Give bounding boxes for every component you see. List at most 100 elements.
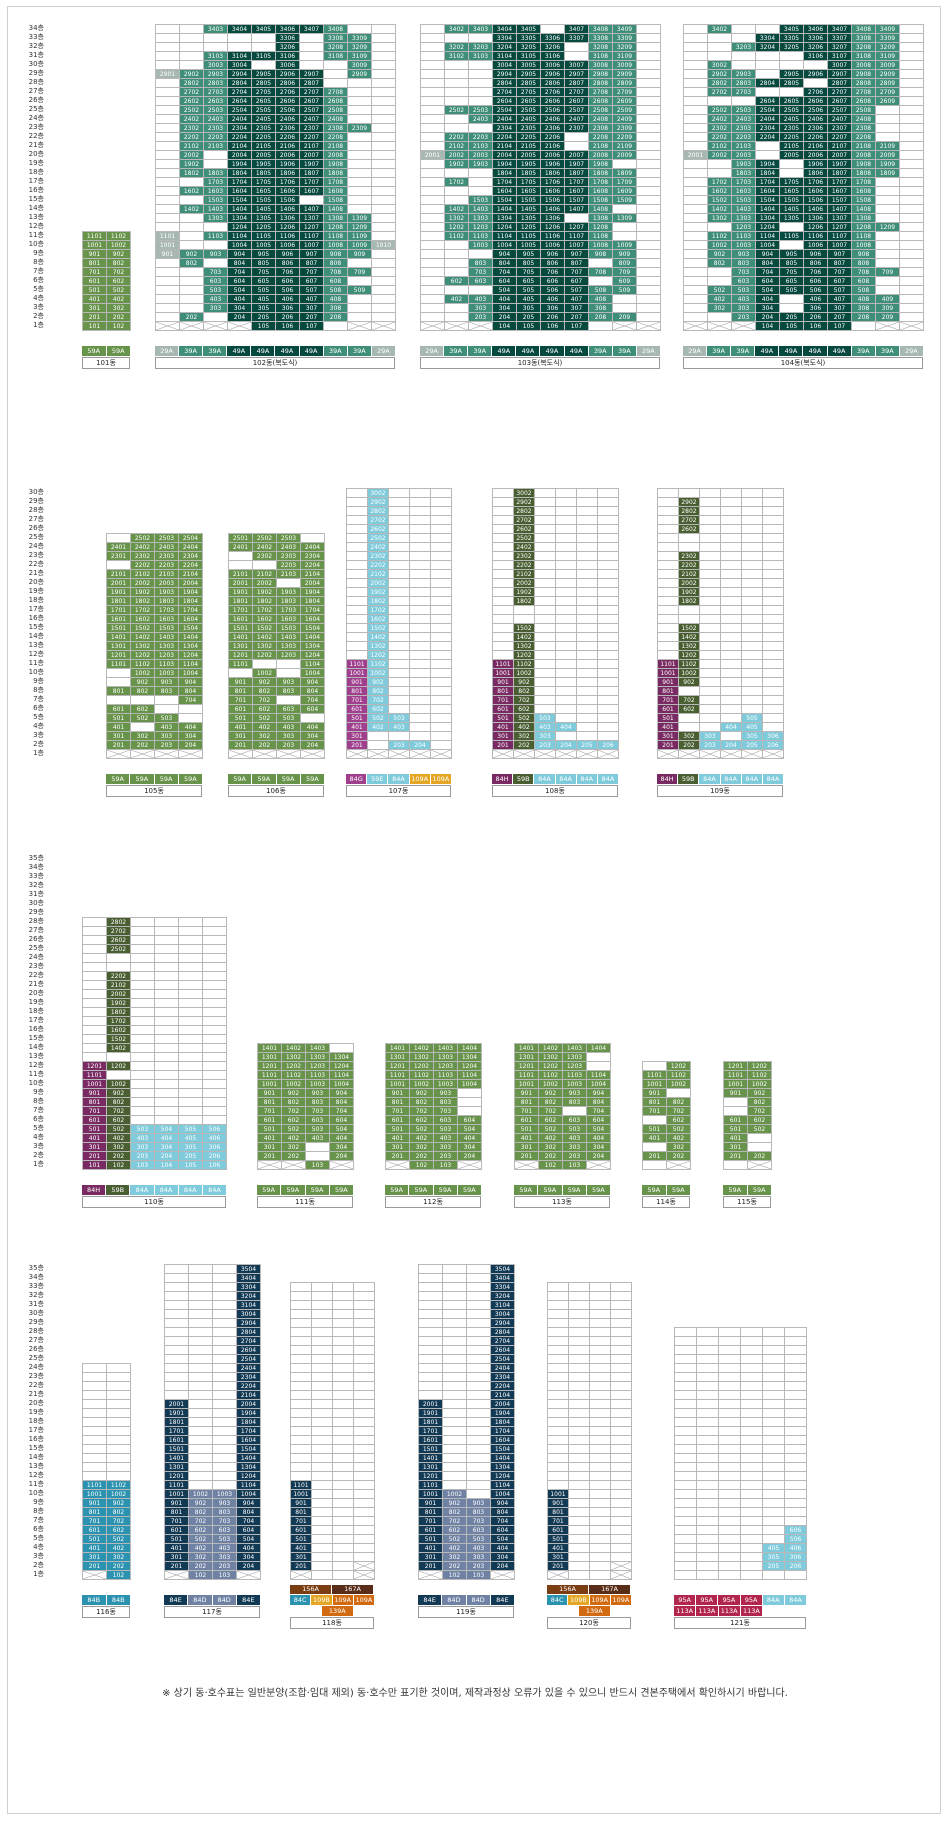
unit-cell: 1402 [410,1044,434,1053]
empty-cell [742,552,763,561]
empty-cell [155,1017,179,1026]
unit-cell: 1202 [368,651,389,660]
empty-cell [83,1445,107,1454]
pilotis-cell [131,750,155,759]
unit-cell: 802 [514,687,535,696]
unit-type-label: 59A [409,1185,434,1195]
empty-cell [333,1535,354,1544]
unit-cell: 2606 [541,97,565,106]
unit-cell: 902 [107,250,131,259]
empty-cell [741,1562,763,1571]
empty-cell [748,1143,772,1152]
unit-cell: 401 [548,1544,569,1553]
unit-cell: 907 [300,250,324,259]
unit-cell: 1708 [852,178,876,187]
unit-cell: 1001 [515,1080,539,1089]
empty-cell [684,169,708,178]
empty-cell [333,1337,354,1346]
unit-cell: 1001 [548,1490,569,1499]
empty-cell [372,43,396,52]
empty-cell [421,124,445,133]
empty-cell [556,507,577,516]
unit-cell: 1202 [410,1062,434,1071]
unit-cell: 601 [658,705,679,714]
floor-label: 2층 [33,1151,44,1159]
empty-cell [469,124,493,133]
unit-type-label: 59B [106,1185,131,1195]
unit-cell: 804 [493,259,517,268]
unit-cell: 1302 [410,1053,434,1062]
unit-cell: 1605 [780,187,804,196]
empty-cell [658,534,679,543]
unit-cell: 3005 [517,61,541,70]
unit-type-label: 39A [203,346,228,356]
unit-type-bar: 29A 39A 39A 49A 49A 49A 49A 39A 39A 29A [420,346,660,356]
unit-cell: 2702 [180,88,204,97]
unit-cell: 2208 [589,133,613,142]
floor-label: 8층 [33,258,44,266]
empty-cell [204,34,228,43]
empty-cell [291,1418,312,1427]
unit-cell: 902 [708,250,732,259]
unit-cell: 3009 [348,61,372,70]
unit-cell: 1101 [83,1481,107,1490]
unit-cell: 1201 [107,651,131,660]
unit-cell: 102 [539,1161,563,1170]
empty-cell [431,570,452,579]
empty-cell [900,133,924,142]
empty-cell [611,1373,632,1382]
empty-cell [724,1161,748,1170]
empty-cell [312,1445,333,1454]
empty-cell [637,151,661,160]
empty-cell [421,178,445,187]
unit-cell: 301 [347,732,368,741]
empty-cell [421,205,445,214]
empty-cell [156,106,180,115]
empty-cell [535,570,556,579]
unit-type-label: 59A [433,1185,458,1195]
unit-cell: 2006 [276,151,300,160]
empty-cell [684,115,708,124]
empty-cell [389,615,410,624]
unit-cell: 1308 [589,214,613,223]
unit-cell: 2108 [852,142,876,151]
unit-cell: 604 [756,277,780,286]
unit-cell: 1701 [229,606,253,615]
unit-cell: 1608 [589,187,613,196]
unit-cell: 402 [539,1134,563,1143]
empty-cell [780,160,804,169]
unit-cell: 1604 [756,187,780,196]
unit-cell: 1303 [277,642,301,651]
unit-cell: 2807 [565,79,589,88]
unit-cell: 403 [306,1134,330,1143]
empty-cell [189,1436,213,1445]
unit-cell: 205 [517,313,541,322]
empty-cell [410,642,431,651]
unit-cell: 2202 [679,561,700,570]
unit-cell: 2103 [204,142,228,151]
empty-cell [611,1409,632,1418]
empty-cell [372,25,396,34]
unit-cell: 1901 [229,588,253,597]
unit-cell: 2206 [276,133,300,142]
empty-cell [179,927,203,936]
empty-cell [780,241,804,250]
unit-cell: 401 [83,1134,107,1143]
empty-cell [900,106,924,115]
empty-cell [741,1409,763,1418]
unit-cell: 401 [165,1544,189,1553]
unit-cell: 1108 [589,232,613,241]
unit-cell: 801 [515,1098,539,1107]
unit-cell: 606 [804,277,828,286]
empty-cell [569,1472,590,1481]
unit-cell: 1101 [291,1481,312,1490]
unit-cell: 402 [410,1134,434,1143]
unit-cell: 1705 [517,178,541,187]
empty-cell [131,954,155,963]
unit-cell: 1002 [410,1080,434,1089]
empty-cell [569,1517,590,1526]
empty-cell [291,1373,312,1382]
empty-cell [763,1526,785,1535]
floor-label: 24층 [28,114,44,122]
floor-label: 29층 [28,69,44,77]
